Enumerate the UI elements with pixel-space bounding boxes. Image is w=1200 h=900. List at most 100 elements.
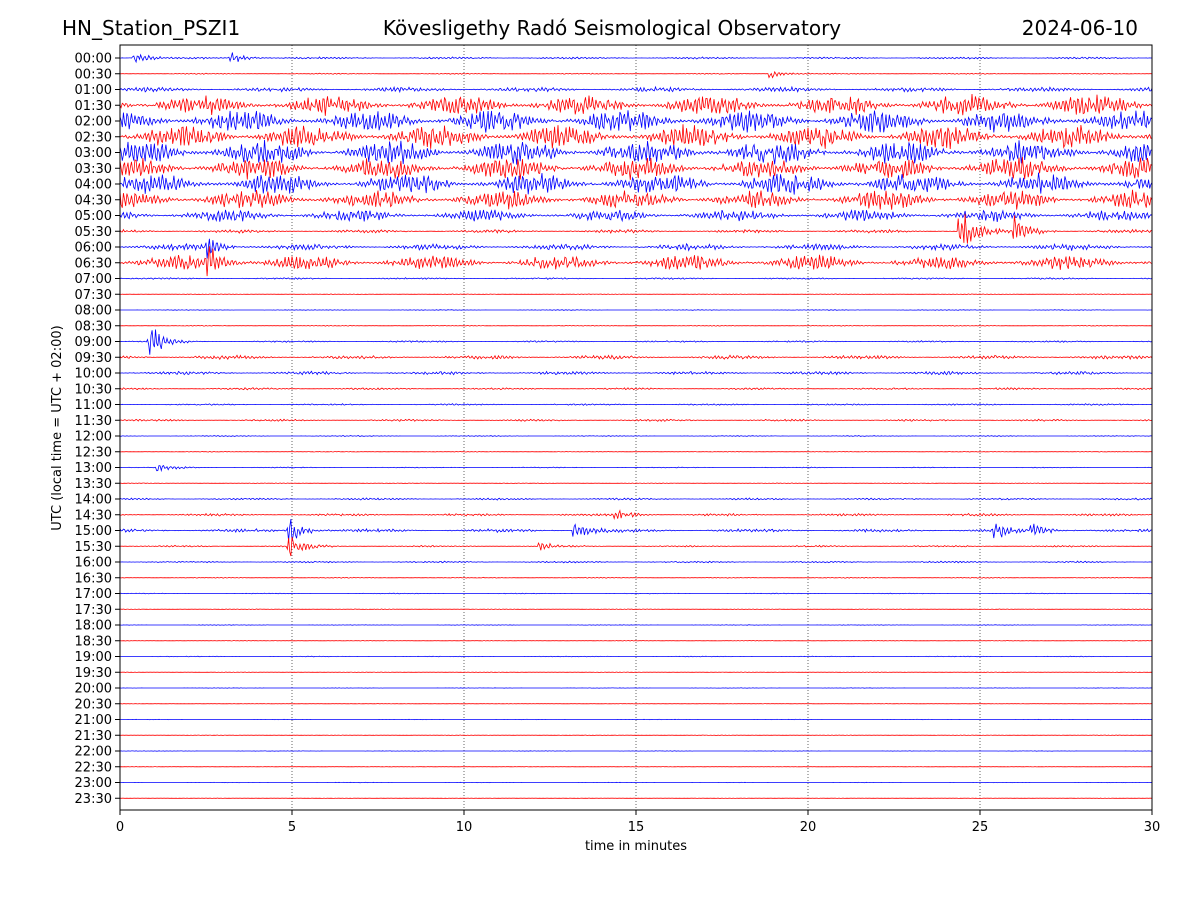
- trace-0430: [119, 189, 1153, 210]
- y-tick-label: 14:30: [75, 508, 112, 523]
- trace-1930: [119, 671, 1153, 673]
- trace-1600: [120, 560, 1153, 564]
- y-tick-label: 22:30: [75, 760, 112, 775]
- y-tick-label: 17:00: [75, 587, 112, 602]
- trace-0730: [119, 293, 1153, 296]
- y-tick-label: 16:00: [75, 556, 112, 571]
- y-tick-label: 14:00: [75, 493, 112, 508]
- x-axis-label: time in minutes: [585, 839, 687, 854]
- y-tick-label: 23:00: [75, 776, 112, 791]
- y-tick-label: 04:30: [75, 193, 112, 208]
- y-tick-label: 11:30: [75, 414, 112, 429]
- y-tick-label: 13:00: [75, 461, 112, 476]
- y-tick-label: 08:30: [75, 319, 112, 334]
- trace-0130: [119, 93, 1153, 116]
- y-tick-label: 18:00: [75, 619, 112, 634]
- y-tick-label: 20:00: [75, 682, 112, 697]
- y-tick-label: 05:30: [75, 225, 112, 240]
- x-tick-label: 15: [628, 820, 645, 835]
- y-tick-label: 22:00: [75, 745, 112, 760]
- y-tick-label: 16:30: [75, 571, 112, 586]
- y-tick-label: 03:30: [75, 162, 112, 177]
- chart-title: Kövesligethy Radó Seismological Observat…: [383, 16, 841, 40]
- y-tick-label: 19:30: [75, 666, 112, 681]
- trace-0500: [119, 208, 1153, 223]
- y-tick-label: 11:00: [75, 398, 112, 413]
- trace-0100: [119, 85, 1153, 94]
- x-tick-label: 20: [800, 820, 817, 835]
- trace-2030: [120, 703, 1153, 705]
- grid-layer: [291, 45, 981, 810]
- trace-1830: [119, 640, 1153, 642]
- chart-date: 2024-06-10: [1022, 16, 1138, 40]
- y-tick-label: 03:00: [75, 146, 112, 161]
- y-tick-label: 00:00: [75, 52, 112, 67]
- y-tick-label: 01:30: [75, 99, 112, 114]
- y-tick-label: 06:30: [75, 256, 112, 271]
- trace-1730: [119, 608, 1153, 611]
- trace-1330: [120, 482, 1153, 485]
- y-tick-label: 09:00: [75, 335, 112, 350]
- x-tick-label: 10: [456, 820, 473, 835]
- x-tick-label: 0: [116, 820, 124, 835]
- y-tick-label: 15:00: [75, 524, 112, 539]
- y-tick-label: 01:00: [75, 83, 112, 98]
- y-tick-label: 13:30: [75, 477, 112, 492]
- y-tick-label: 20:30: [75, 697, 112, 712]
- trace-1530: [119, 536, 1153, 557]
- y-tick-label: 21:00: [75, 713, 112, 728]
- y-axis-label: UTC (local time = UTC + 02:00): [50, 325, 65, 530]
- trace-1800: [119, 624, 1153, 626]
- y-tick-label: 09:30: [75, 351, 112, 366]
- trace-1130: [119, 418, 1153, 422]
- trace-0630: [119, 246, 1153, 277]
- trace-0400: [119, 172, 1153, 195]
- y-tick-label: 05:00: [75, 209, 112, 224]
- y-tick-label: 12:30: [75, 445, 112, 460]
- y-tick-label: 10:00: [75, 367, 112, 382]
- trace-1900: [120, 655, 1152, 658]
- trace-0330: [119, 156, 1153, 180]
- y-tick-label: 08:00: [75, 304, 112, 319]
- trace-0530: [119, 213, 1153, 244]
- trace-0700: [119, 277, 1153, 280]
- trace-0230: [119, 124, 1153, 150]
- y-tick-label: 06:00: [75, 241, 112, 256]
- y-tick-label: 19:00: [75, 650, 112, 665]
- y-tick-label: 07:30: [75, 288, 112, 303]
- trace-0000: [119, 52, 1152, 64]
- trace-0900: [119, 329, 1153, 355]
- trace-0830: [120, 324, 1152, 327]
- trace-1200: [119, 435, 1153, 437]
- trace-0200: [119, 110, 1153, 133]
- y-tick-label: 18:30: [75, 634, 112, 649]
- trace-1630: [119, 576, 1153, 579]
- trace-1700: [120, 592, 1153, 595]
- traces-layer: [119, 52, 1153, 799]
- trace-1430: [119, 509, 1153, 521]
- trace-1030: [119, 387, 1153, 391]
- y-tick-label: 07:00: [75, 272, 112, 287]
- y-tick-label: 00:30: [75, 67, 112, 82]
- trace-0300: [119, 139, 1153, 165]
- trace-2230: [119, 766, 1153, 768]
- trace-0600: [119, 238, 1153, 259]
- x-tick-label: 25: [972, 820, 989, 835]
- y-tick-label: 17:30: [75, 603, 112, 618]
- y-tick-label: 02:00: [75, 115, 112, 130]
- trace-0800: [120, 309, 1152, 311]
- y-tick-label: 12:00: [75, 430, 112, 445]
- trace-1400: [119, 497, 1153, 501]
- station-name: HN_Station_PSZI1: [62, 16, 240, 40]
- trace-2330: [119, 797, 1153, 799]
- trace-0030: [119, 70, 1153, 79]
- trace-0930: [119, 354, 1153, 361]
- x-tick-label: 30: [1144, 820, 1161, 835]
- y-tick-label: 10:30: [75, 382, 112, 397]
- y-tick-label: 15:30: [75, 540, 112, 555]
- plot-frame: [119, 44, 1153, 811]
- y-tick-label: 02:30: [75, 130, 112, 145]
- y-tick-label: 23:30: [75, 792, 112, 807]
- trace-2130: [120, 734, 1153, 736]
